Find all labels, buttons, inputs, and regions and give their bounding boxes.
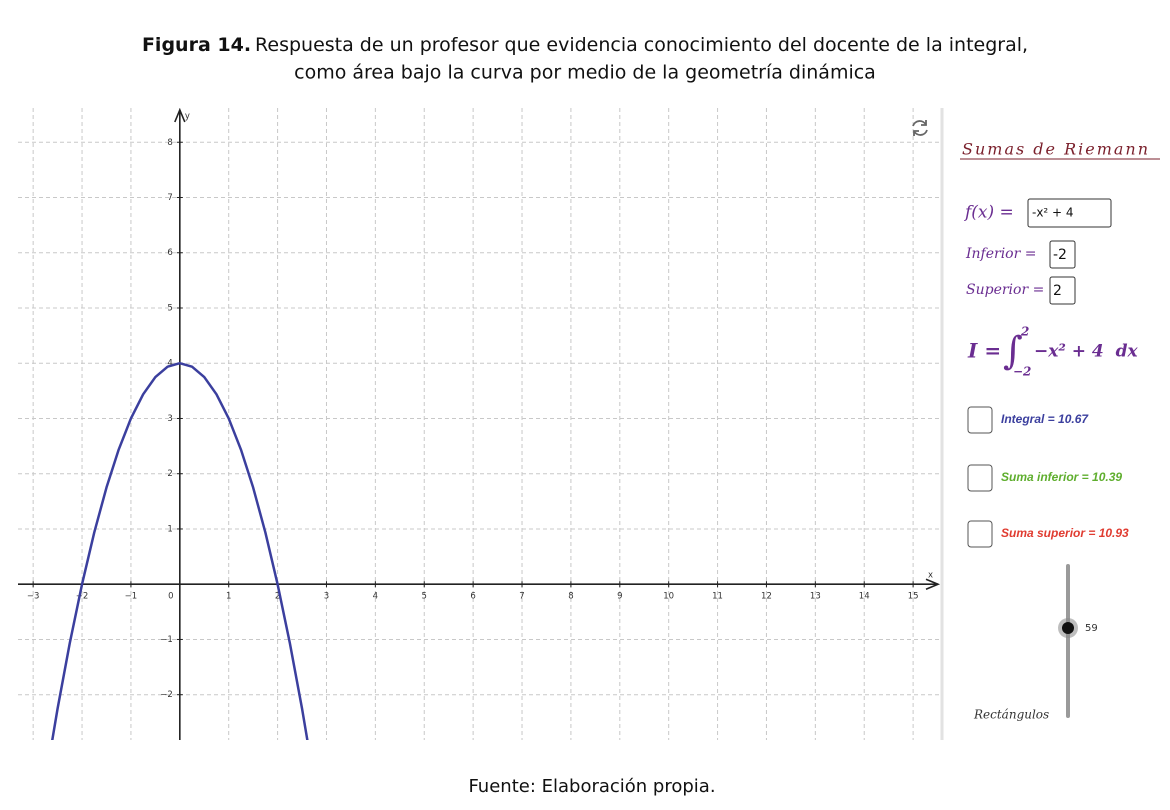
x-tick-label: 15 bbox=[908, 592, 919, 602]
algebra-panel: Sumas de Riemann f(x) = -x² + 4 Inferior… bbox=[960, 140, 1160, 722]
x-tick-label: 5 bbox=[422, 592, 427, 602]
formula-upper: 2 bbox=[1020, 325, 1029, 339]
y-tick-label: 7 bbox=[167, 193, 172, 203]
x-tick-label: 13 bbox=[810, 592, 821, 602]
slider-value: 59 bbox=[1085, 623, 1098, 634]
upper-label: Superior = bbox=[966, 282, 1044, 298]
check-label: Suma inferior = 10.39 bbox=[1001, 470, 1122, 484]
refresh-heads bbox=[913, 120, 927, 136]
slider-knob[interactable] bbox=[1062, 622, 1074, 634]
caption-text: Respuesta de un profesor que evidencia c… bbox=[255, 34, 1028, 56]
x-tick-label: −1 bbox=[125, 592, 138, 602]
y-axis-label: y bbox=[185, 112, 190, 122]
function-label: f(x) = bbox=[963, 203, 1014, 223]
caption-line-2: como área bajo la curva por medio de la … bbox=[294, 62, 876, 84]
y-tick-label: 1 bbox=[167, 524, 172, 534]
refresh-arrows bbox=[912, 120, 928, 136]
x-tick-label: 4 bbox=[373, 592, 378, 602]
checkbox[interactable] bbox=[967, 464, 993, 492]
checkbox[interactable] bbox=[967, 520, 993, 548]
x-tick-label: 3 bbox=[324, 592, 329, 602]
caption-line-1: Figura 14. Respuesta de un profesor que e… bbox=[142, 34, 1028, 56]
y-tick-label: −2 bbox=[160, 690, 173, 700]
formula-lhs: I = bbox=[967, 339, 1001, 363]
function-input[interactable] bbox=[1027, 198, 1112, 228]
x-tick-label: 11 bbox=[712, 592, 723, 602]
y-tick-label: 2 bbox=[167, 469, 172, 479]
check-label: Suma superior = 10.93 bbox=[1001, 526, 1129, 540]
x-axis-label: x bbox=[928, 571, 933, 581]
y-tick-label: 3 bbox=[167, 414, 172, 424]
footer: Fuente: Elaboración propia. bbox=[468, 776, 715, 797]
checkbox[interactable] bbox=[967, 406, 993, 434]
x-tick-label: −3 bbox=[27, 592, 40, 602]
x-tick-label: 7 bbox=[519, 592, 524, 602]
upper-input[interactable] bbox=[1049, 276, 1076, 305]
x-tick-label: 1 bbox=[226, 592, 231, 602]
slider-label: Rectángulos bbox=[973, 708, 1049, 722]
y-tick-label: 5 bbox=[167, 303, 172, 313]
check-label: Integral = 10.67 bbox=[1001, 412, 1089, 426]
upper-input-text: 2 bbox=[1053, 283, 1062, 299]
y-axis-arrow bbox=[174, 107, 186, 123]
function-curve bbox=[51, 361, 309, 740]
y-tick-label: 6 bbox=[167, 248, 172, 258]
x-tick-label: 0 bbox=[168, 592, 173, 602]
panel-title: Sumas de Riemann bbox=[962, 140, 1150, 159]
lower-input-text: -2 bbox=[1053, 247, 1067, 263]
x-tick-label: 14 bbox=[859, 592, 870, 602]
x-axis-arrow bbox=[925, 578, 941, 590]
formula-integral-sign: ∫ bbox=[1003, 329, 1023, 373]
y-tick-label: 8 bbox=[167, 138, 172, 148]
lower-label: Inferior = bbox=[965, 246, 1037, 262]
function-input-text: -x² + 4 bbox=[1032, 206, 1074, 220]
x-tick-label: 9 bbox=[617, 592, 622, 602]
x-tick-label: 2 bbox=[275, 592, 280, 602]
lower-input[interactable] bbox=[1049, 240, 1076, 269]
x-tick-label: 10 bbox=[663, 592, 674, 602]
formula-lower: −2 bbox=[1013, 365, 1031, 379]
y-tick-label: −1 bbox=[160, 635, 173, 645]
formula-integrand: −x² + 4 dx bbox=[1034, 342, 1138, 362]
x-tick-label: 6 bbox=[470, 592, 475, 602]
y-tick-label: 4 bbox=[167, 359, 172, 369]
x-tick-label: 12 bbox=[761, 592, 772, 602]
x-tick-label: −2 bbox=[76, 592, 89, 602]
caption-label: Figura 14. bbox=[142, 34, 251, 56]
refresh-icon[interactable] bbox=[912, 120, 928, 136]
graphics-view: −3 −2 −1 0 1 2 3 4 5 6 7 8 9 10 11 12 13 14 15−2−112345678… bbox=[18, 107, 941, 740]
x-tick-label: 8 bbox=[568, 592, 573, 602]
